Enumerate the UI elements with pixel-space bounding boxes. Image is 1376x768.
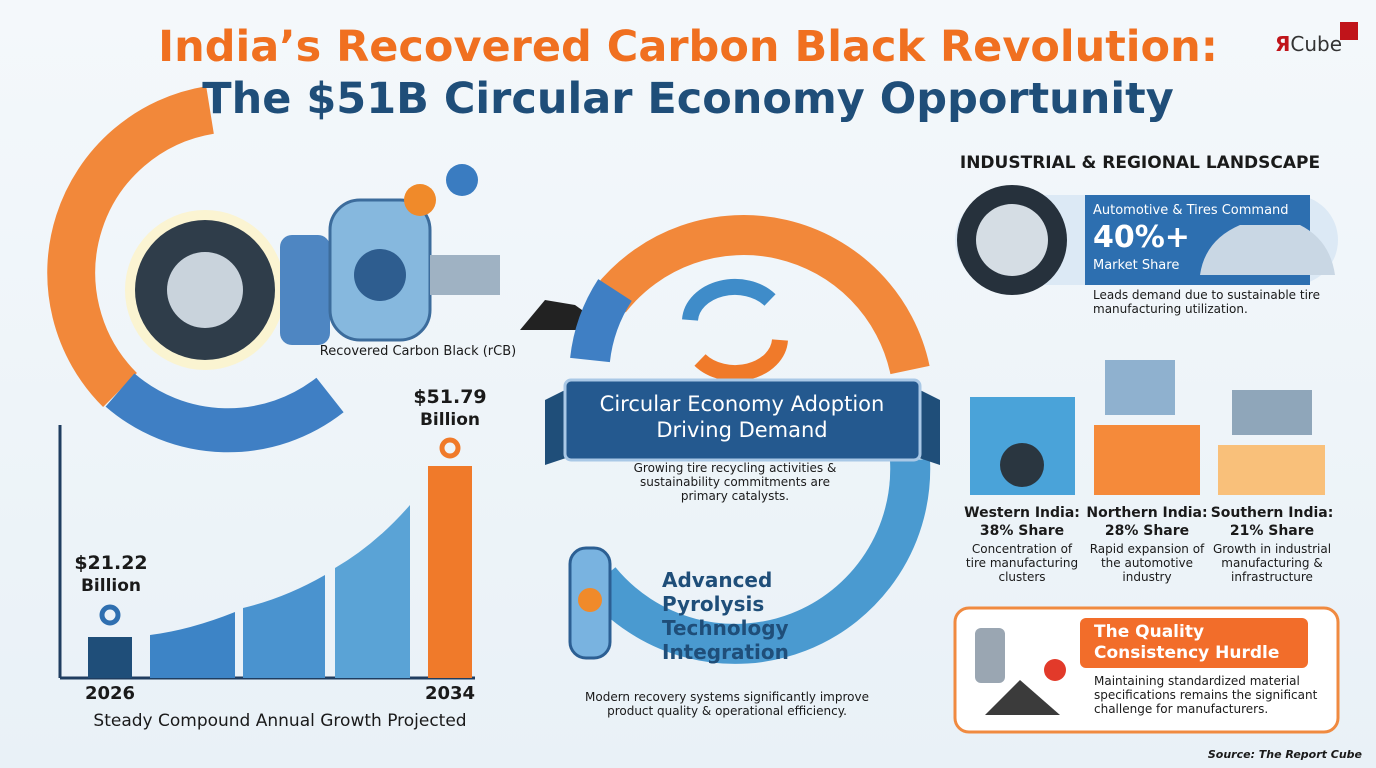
start-unit: Billion [80,576,142,596]
end-value: $51.79 [413,386,487,408]
machine-inlet [280,235,330,345]
start-year: 2026 [84,683,136,704]
scanner-icon [975,628,1005,683]
hurdle-band [1080,618,1308,668]
region-share: 38% Share [979,523,1065,539]
hurdle-title: The Quality Consistency Hurdle [1094,622,1280,663]
region-bar [1094,425,1200,495]
tech-title: Advanced Pyrolysis Technology Integratio… [662,568,789,664]
arrow [694,338,788,382]
region-text: Rapid expansion of the automotive indust… [1089,542,1205,584]
logo: ЯCube [1275,32,1342,56]
ring-blue [105,373,344,453]
rim [167,252,243,328]
start-value: $21.22 [74,552,148,574]
auto-text: Leads demand due to sustainable tire man… [1093,288,1320,316]
ring-orange [47,86,215,408]
ring-orange [594,215,930,375]
region-text: Concentration of tire manufacturing clus… [965,542,1079,584]
logo-cube [1340,22,1358,40]
region-name: Western India: [964,505,1080,521]
tire-icon [1000,443,1044,487]
region-name: Southern India: [1210,505,1334,521]
warning-icon [1044,659,1066,681]
banner-title: Driving Demand [656,418,828,442]
end-year: 2034 [424,683,476,704]
gear [404,184,436,216]
region-name: Northern India: [1086,505,1208,521]
region-bar [1218,445,1325,495]
auto-title: Automotive & Tires Command [1093,203,1289,218]
bar [243,575,325,678]
title: The $51B Circular Economy Opportunity [202,74,1174,124]
bar-start [88,637,132,678]
end-unit: Billion [419,410,481,430]
car [1200,225,1335,275]
auto-value: 40%+ [1093,220,1190,255]
growth-caption: Steady Compound Annual Growth Projected [93,711,467,731]
title: India’s Recovered Carbon Black Revolutio… [158,22,1218,72]
bar [150,612,235,678]
machine-dial [354,249,406,301]
region-share: 28% Share [1104,523,1190,539]
marker [99,604,121,626]
factory-icon [1105,360,1175,415]
banner-text: Growing tire recycling activities & sust… [633,461,837,503]
gear [446,164,478,196]
banner-title: Circular Economy Adoption [599,392,885,416]
arrow [682,278,776,322]
auto-label: Market Share [1093,258,1180,273]
ring-blue [584,459,931,664]
source: Source: The Report Cube [1207,748,1362,761]
factory-icon [1232,390,1312,435]
gear [578,588,602,612]
region-share: 21% Share [1229,523,1315,539]
tech-text: Modern recovery systems significantly im… [585,690,869,718]
bar [335,505,410,678]
pile-icon [985,680,1060,715]
machine-outlet [430,255,500,295]
rim [976,204,1048,276]
logo-text: Cube [1290,32,1343,56]
landscape-heading: INDUSTRIAL & REGIONAL LANDSCAPE [959,153,1321,173]
process-label: Recovered Carbon Black (rCB) [319,344,517,359]
logo-mark: Я [1275,32,1291,56]
hurdle-text: Maintaining standardized material specif… [1094,674,1318,716]
ring-blue [570,279,633,363]
bar-end [428,466,472,678]
region-text: Growth in industrial manufacturing & inf… [1212,542,1332,584]
marker [439,437,461,459]
banner [563,378,922,462]
